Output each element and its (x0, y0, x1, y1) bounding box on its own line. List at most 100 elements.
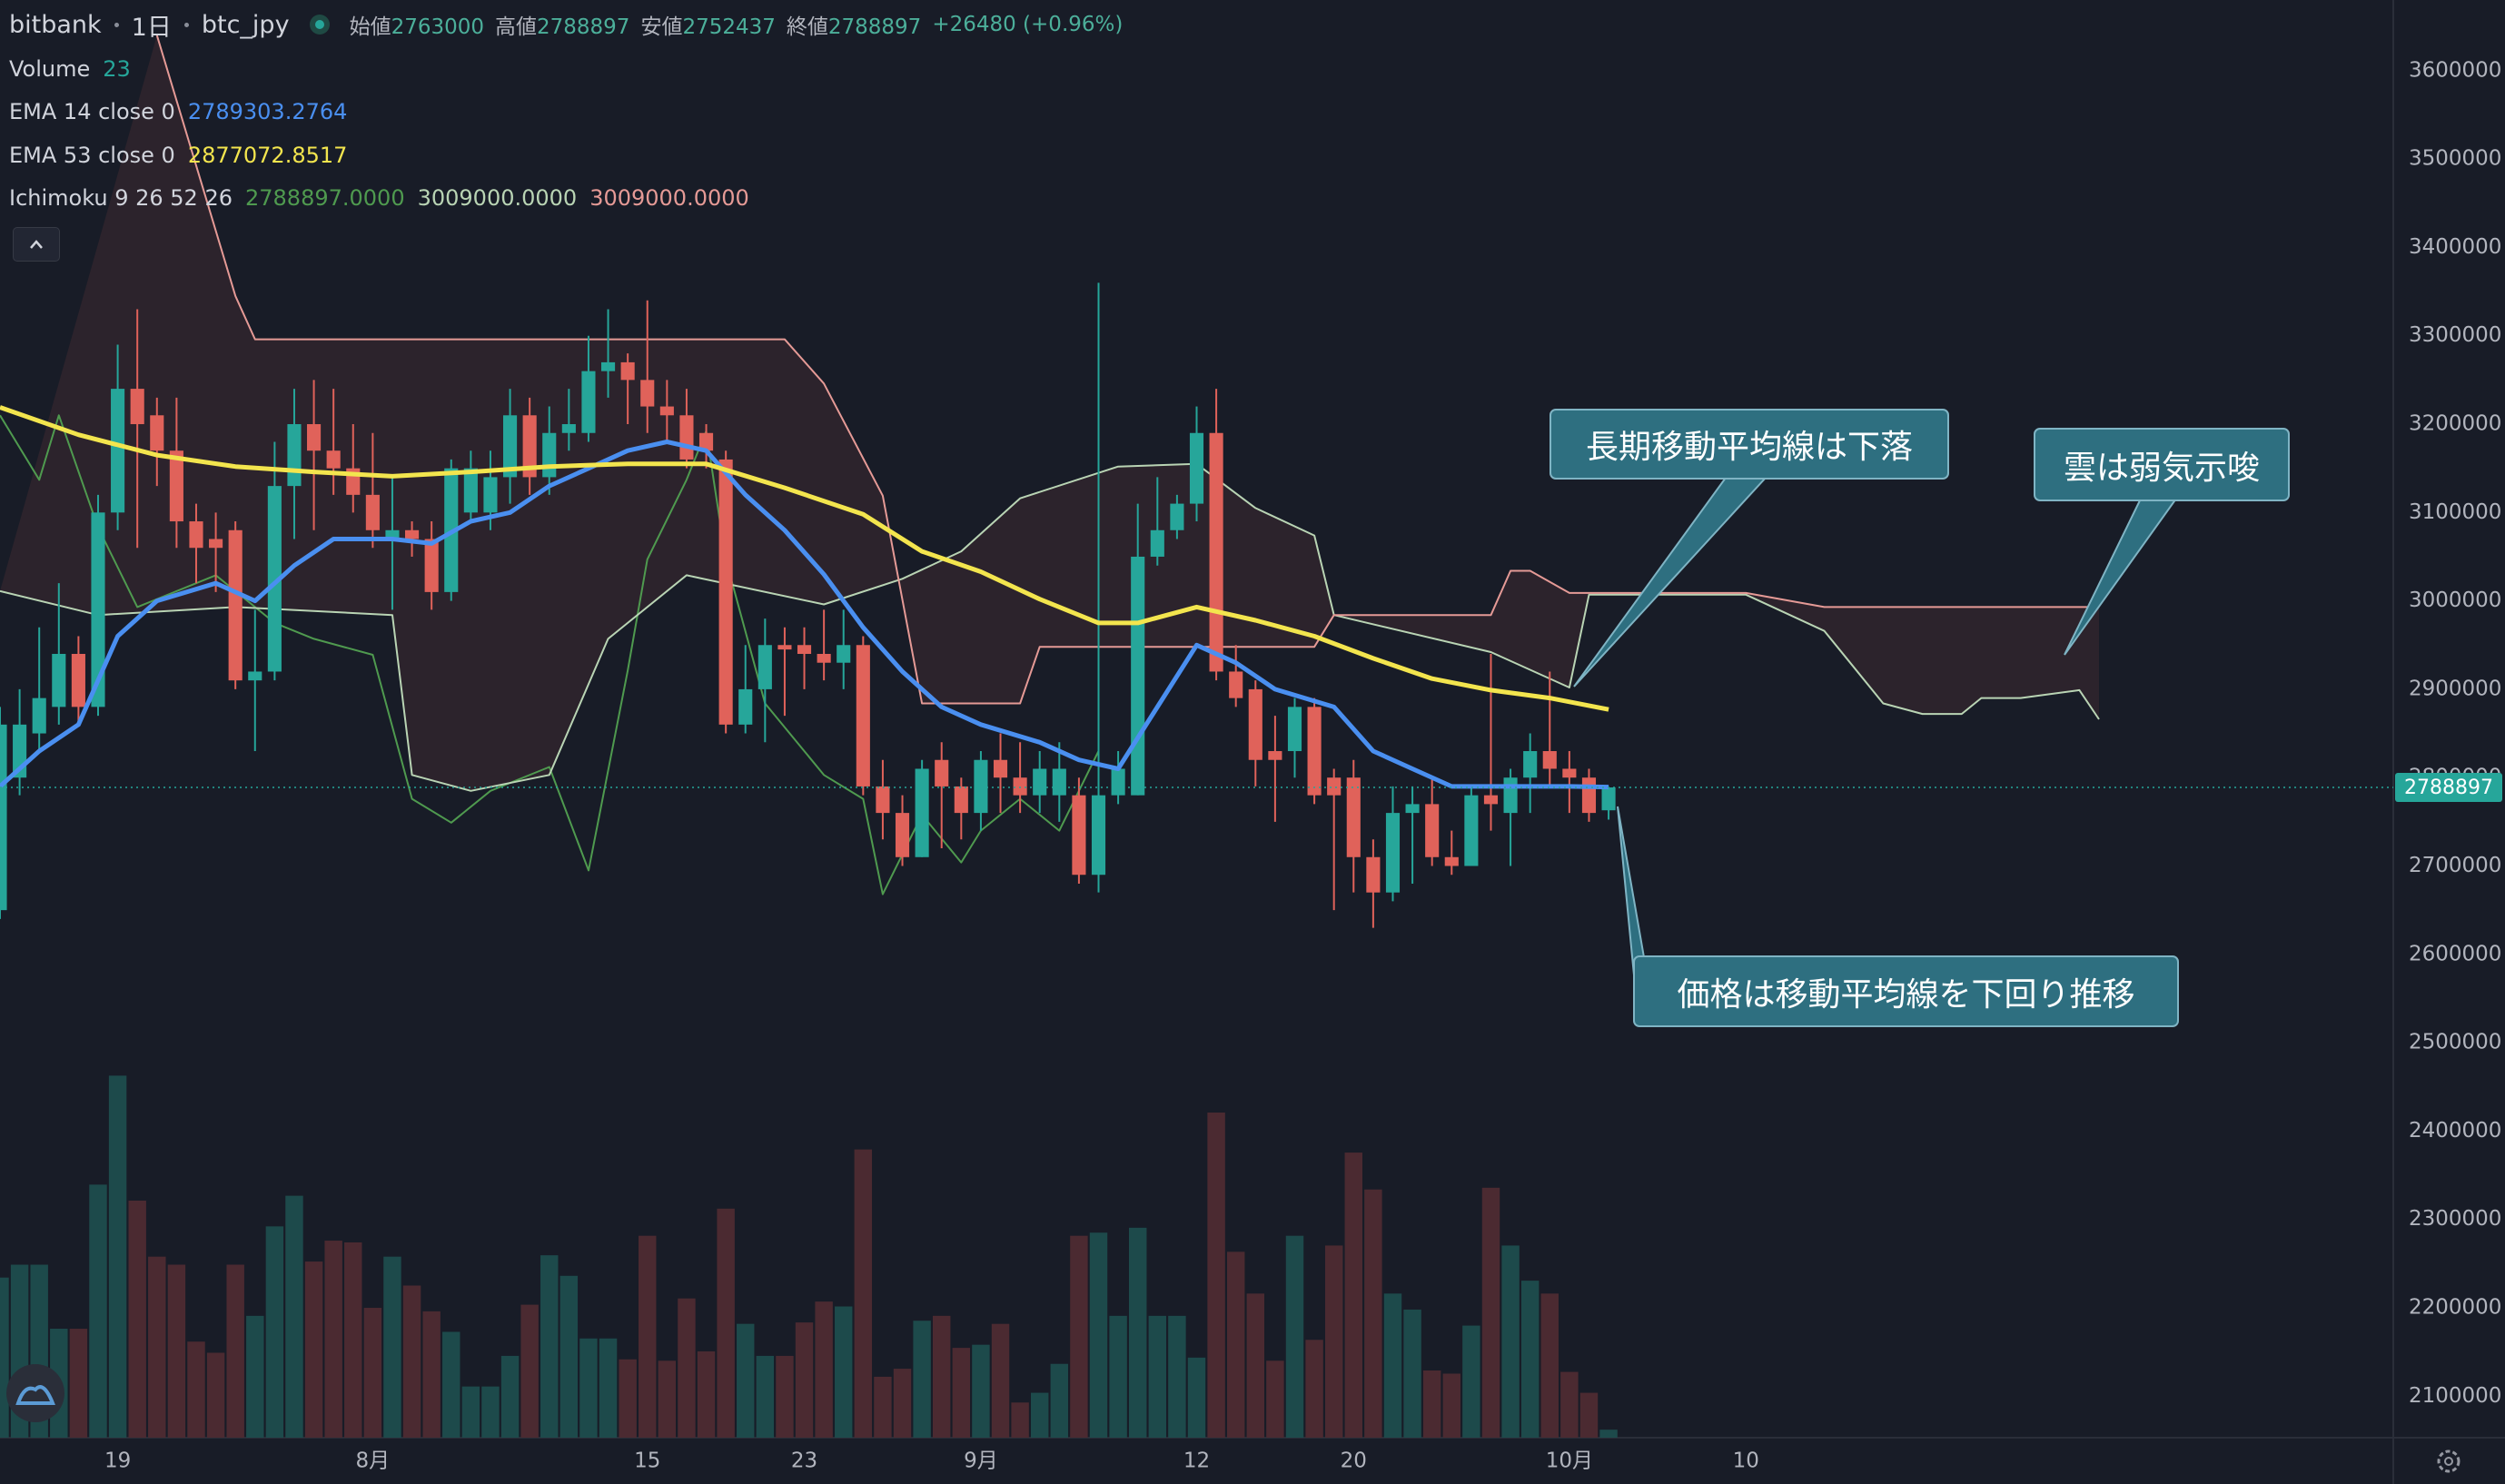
volume-bar (1305, 1340, 1323, 1438)
legend-name: Volume (9, 56, 91, 82)
candle-body (679, 415, 694, 460)
logo-mark[interactable] (15, 1385, 55, 1405)
volume-bar (520, 1304, 539, 1438)
legend-row[interactable]: EMA 14 close 0 2789303.2764 (9, 95, 347, 128)
close-label: 終値 (786, 15, 828, 39)
volume-bar (422, 1311, 441, 1438)
volume-bar (442, 1331, 460, 1438)
volume-bar (1481, 1187, 1500, 1438)
legend-value: 23 (103, 56, 131, 82)
candle-body (287, 424, 302, 487)
candle-body (1052, 768, 1066, 796)
volume-bar (717, 1208, 735, 1438)
chevron[interactable] (30, 240, 43, 249)
ohlc-item: 始値2763000 (350, 9, 484, 40)
gear-center[interactable] (2444, 1457, 2453, 1466)
line-layer (0, 405, 1609, 790)
candle-body (1327, 777, 1342, 796)
x-tick-label: 19 (104, 1449, 131, 1473)
x-tick-label: 12 (1183, 1449, 1210, 1473)
interval[interactable]: 1日 (131, 13, 172, 42)
candle-body (1385, 813, 1401, 893)
ema-line (0, 440, 1609, 790)
volume-bar (1266, 1360, 1284, 1438)
volume-bar (324, 1241, 342, 1438)
volume-bar (1579, 1392, 1599, 1438)
candle-body (91, 512, 105, 707)
candle-body (307, 424, 322, 451)
candle-body (1229, 671, 1243, 698)
candle-body (876, 786, 890, 814)
candle-body (698, 432, 714, 451)
candle-body (1405, 804, 1420, 814)
candle-body (1131, 556, 1145, 796)
volume-bar (1599, 1430, 1618, 1438)
candle-body (777, 645, 792, 650)
annotation: 価格は移動平均線を下回り推移 (1633, 955, 2179, 1027)
volume-bar (1226, 1252, 1245, 1438)
volume-bar (913, 1321, 931, 1438)
candle-body (405, 529, 420, 539)
volume-bar (1207, 1113, 1225, 1438)
chevron-icon[interactable] (14, 228, 59, 261)
symbol[interactable]: btc_jpy (201, 10, 290, 39)
volume-bar (108, 1075, 127, 1438)
legend-value: 2877072.8517 (187, 143, 348, 168)
y-tick-label: 3300000 (2409, 323, 2501, 347)
candle-body (1483, 795, 1499, 805)
candle-body (385, 529, 400, 539)
legend-row[interactable]: EMA 53 close 0 2877072.8517 (9, 139, 347, 172)
candle-body (600, 361, 616, 371)
collapse-legend-button[interactable] (13, 227, 60, 262)
volume-bar (1128, 1227, 1147, 1438)
volume-bar (678, 1298, 696, 1438)
volume-bar (1462, 1325, 1480, 1438)
volume-bar (697, 1350, 716, 1438)
volume-bar (402, 1285, 421, 1438)
volume-bar (0, 1277, 9, 1438)
annotation: 雲は弱気示唆 (2034, 428, 2290, 501)
ichimoku-line (0, 462, 2100, 792)
candle-body (1542, 751, 1557, 769)
volume-bar (737, 1323, 755, 1438)
candle-body (483, 477, 498, 513)
x-tick-label: 8月 (356, 1449, 391, 1473)
ohlc-values: 始値2763000 高値2788897 安値2752437 終値2788897 … (350, 9, 1124, 40)
candle-body (640, 380, 655, 407)
volume-bar (1324, 1245, 1343, 1438)
y-tick-label: 3200000 (2409, 412, 2501, 436)
volume-bar (481, 1386, 500, 1438)
candle-body (1562, 768, 1577, 778)
y-tick-label: 2400000 (2409, 1119, 2501, 1143)
x-tick-label: 20 (1341, 1449, 1367, 1473)
candle-body (1189, 432, 1204, 504)
axis-layer: 2100000 2200000 2300000 2400000 2500000 26000… (0, 58, 2502, 1473)
settings-button[interactable] (2437, 1449, 2460, 1473)
volume-bar (540, 1255, 559, 1438)
logo-circle[interactable] (6, 1364, 64, 1422)
volume-bar (972, 1344, 990, 1438)
candle-body (1013, 777, 1027, 796)
y-tick-label: 2500000 (2409, 1031, 2501, 1054)
volume-bar (363, 1308, 382, 1438)
candle-body (71, 653, 85, 707)
gear-outline[interactable] (2437, 1449, 2460, 1473)
market-status (309, 15, 330, 35)
volume-bar (1520, 1281, 1540, 1438)
open-label: 始値 (349, 15, 391, 39)
legend-row[interactable]: Ichimoku 9 26 52 26 2788897.0000 3009000… (9, 182, 749, 214)
candle-body (130, 389, 144, 425)
volume-bar (559, 1275, 579, 1438)
candle-body (659, 406, 674, 416)
volume-bar (1403, 1309, 1421, 1438)
logo[interactable] (6, 1364, 64, 1422)
candle-body (1425, 804, 1440, 857)
open-value: 2763000 (391, 15, 484, 39)
volume-bar (383, 1256, 401, 1438)
volume-bar (1070, 1235, 1088, 1438)
volume-bar (1089, 1232, 1108, 1438)
legend-row[interactable]: Volume 23 (9, 53, 131, 85)
annotation: 長期移動平均線は下落 (1550, 409, 1949, 480)
